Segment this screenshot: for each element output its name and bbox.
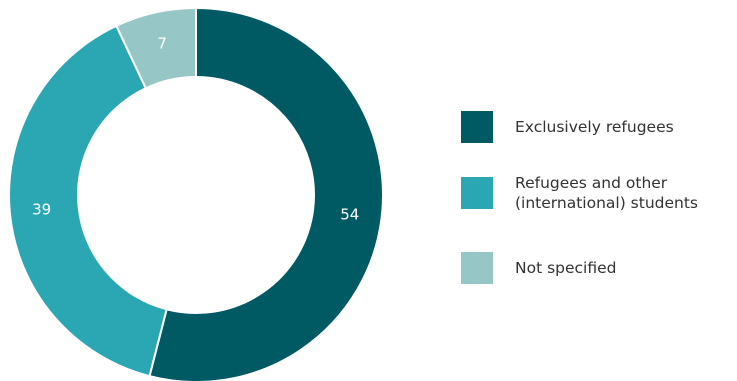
legend-swatch-not-specified xyxy=(461,252,493,284)
legend-swatch-exclusively-refugees xyxy=(461,111,493,143)
legend-item-not-specified: Not specified xyxy=(461,252,737,284)
data-label-refugees-and-other-international-students: 39 xyxy=(32,201,51,219)
donut-slice-not-specified xyxy=(115,6,197,90)
legend-item-refugees-and-others: Refugees and other (international) stude… xyxy=(461,173,737,213)
donut-data-labels: 54 39 7 xyxy=(32,35,359,224)
legend-swatch-refugees-and-others xyxy=(461,177,493,209)
legend-label-exclusively-refugees: Exclusively refugees xyxy=(515,118,674,136)
legend-label-not-specified: Not specified xyxy=(515,259,617,277)
legend-item-exclusively-refugees: Exclusively refugees xyxy=(461,111,737,143)
donut-slices xyxy=(8,6,384,381)
donut-slice-refugees-and-other-international-students xyxy=(8,24,168,378)
donut-slice-exclusively-refugees xyxy=(148,6,384,381)
legend-label-refugees-and-others: Refugees and other (international) stude… xyxy=(515,174,699,212)
data-label-not-specified: 7 xyxy=(157,35,167,53)
data-label-exclusively-refugees: 54 xyxy=(340,205,359,223)
donut-chart: 54 39 7 xyxy=(8,6,384,381)
